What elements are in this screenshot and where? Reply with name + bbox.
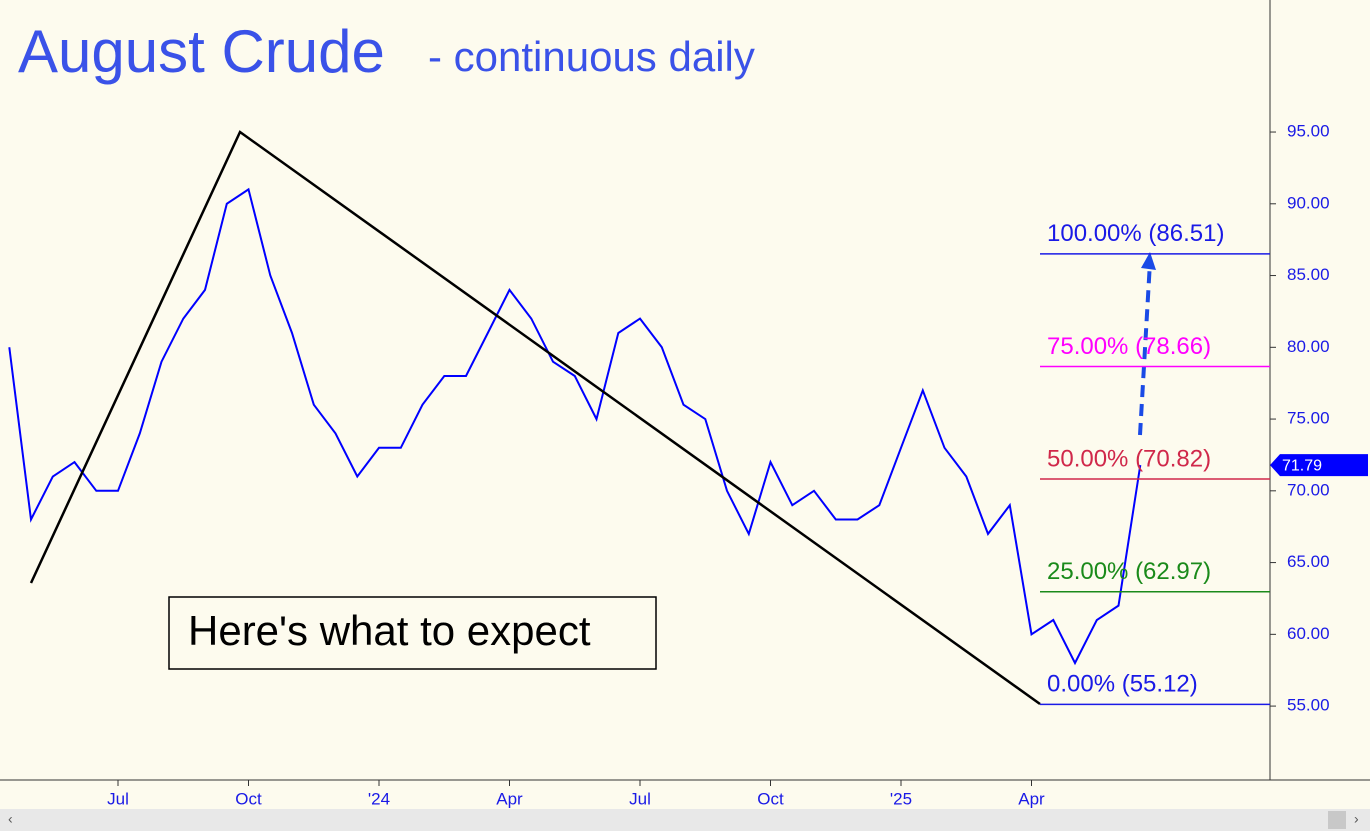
x-tick-label: Jul (629, 789, 651, 808)
x-tick-label: Oct (235, 789, 262, 808)
fib-label: 25.00% (62.97) (1047, 558, 1211, 585)
trend-line (29, 130, 1041, 706)
y-tick-label: 65.00 (1287, 552, 1330, 571)
x-tick-label: '25 (890, 789, 912, 808)
chart-subtitle: - continuous daily (428, 33, 755, 80)
y-tick-label: 85.00 (1287, 265, 1330, 284)
y-tick-label: 55.00 (1287, 696, 1330, 715)
x-tick-label: Apr (496, 789, 523, 808)
y-tick-label: 90.00 (1287, 193, 1330, 212)
last-price-tag (1270, 454, 1368, 477)
arrow-head (1141, 252, 1156, 270)
x-tick-label: '24 (368, 789, 390, 808)
y-tick-label: 80.00 (1287, 337, 1330, 356)
annotation: Here's what to expect (188, 607, 591, 654)
y-tick-label: 60.00 (1287, 624, 1330, 643)
y-tick-label: 75.00 (1287, 409, 1330, 428)
x-tick-label: Oct (757, 789, 784, 808)
fib-label: 75.00% (78.66) (1047, 333, 1211, 360)
x-tick-label: Apr (1018, 789, 1045, 808)
scrollbar[interactable] (0, 809, 1370, 831)
y-tick-label: 70.00 (1287, 480, 1330, 499)
fib-label: 100.00% (86.51) (1047, 220, 1224, 247)
chart-title: August Crude (18, 18, 385, 85)
y-tick-label: 95.00 (1287, 122, 1330, 141)
scroll-right[interactable]: › (1354, 811, 1359, 827)
scroll-thumb[interactable] (1328, 811, 1346, 829)
fib-label: 50.00% (70.82) (1047, 445, 1211, 472)
scroll-left[interactable]: ‹ (8, 811, 13, 827)
last-price-label: 71.79 (1282, 457, 1322, 474)
x-tick-label: Jul (107, 789, 129, 808)
annotation-box (168, 596, 657, 670)
fib-label: 0.00% (55.12) (1047, 671, 1198, 698)
target-arrow (1138, 261, 1152, 436)
plot (8, 187, 1142, 666)
price-line (8, 187, 1142, 666)
